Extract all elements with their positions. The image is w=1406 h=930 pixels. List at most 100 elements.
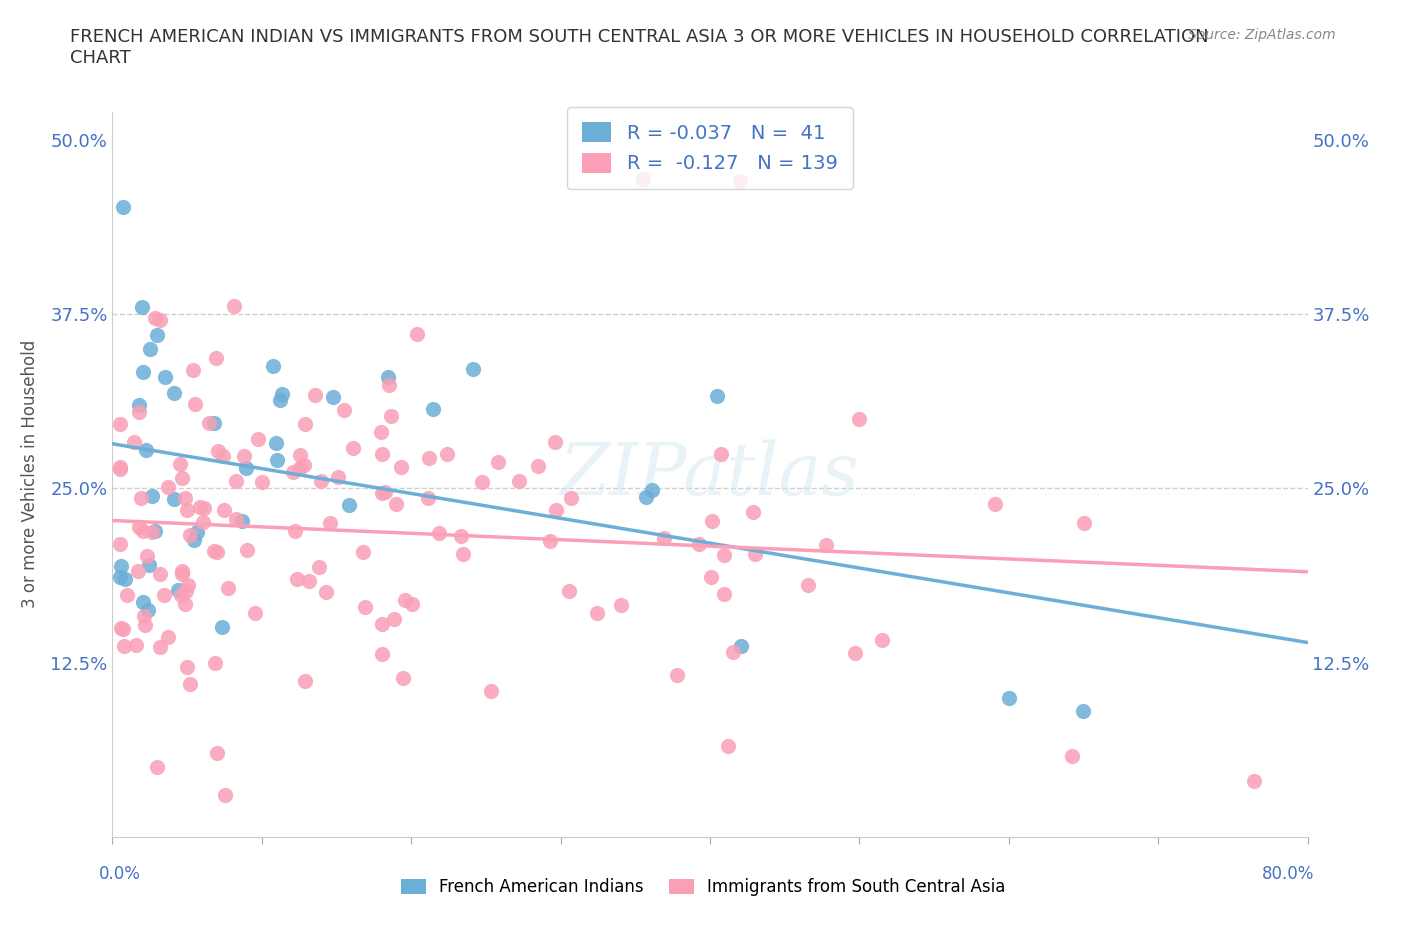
Point <box>172 564 194 578</box>
Point <box>1060 749 1083 764</box>
Point <box>138 603 160 618</box>
Point <box>176 502 198 517</box>
Point <box>197 416 219 431</box>
Point <box>710 446 733 461</box>
Point <box>271 387 294 402</box>
Point <box>202 543 225 558</box>
Point <box>204 656 226 671</box>
Point <box>110 558 132 573</box>
Point <box>744 546 766 561</box>
Point <box>183 533 205 548</box>
Point <box>135 549 157 564</box>
Point <box>290 447 312 462</box>
Point <box>205 351 228 365</box>
Point <box>319 515 342 530</box>
Point <box>706 389 728 404</box>
Point <box>333 402 356 417</box>
Point <box>384 612 406 627</box>
Point <box>114 572 136 587</box>
Point <box>184 397 207 412</box>
Point <box>179 677 201 692</box>
Point <box>202 416 225 431</box>
Point <box>422 402 444 417</box>
Point <box>236 543 259 558</box>
Point <box>848 411 870 426</box>
Point <box>451 546 474 561</box>
Point <box>872 632 894 647</box>
Point <box>174 583 197 598</box>
Point <box>207 545 229 560</box>
Point <box>558 583 581 598</box>
Point <box>217 580 239 595</box>
Point <box>713 586 735 601</box>
Point <box>111 621 134 636</box>
Point <box>269 392 291 407</box>
Point <box>370 446 392 461</box>
Point <box>470 475 492 490</box>
Point <box>128 397 150 412</box>
Point <box>486 454 509 469</box>
Point <box>730 639 752 654</box>
Point <box>233 448 256 463</box>
Point <box>176 578 198 592</box>
Point <box>371 647 394 662</box>
Point <box>153 369 176 384</box>
Point <box>131 299 153 314</box>
Point <box>127 564 149 578</box>
Point <box>380 408 402 423</box>
Point <box>815 538 838 552</box>
Point <box>290 460 312 475</box>
Point <box>262 359 284 374</box>
Point <box>149 640 172 655</box>
Point <box>377 378 399 392</box>
Point <box>546 502 568 517</box>
Point <box>134 618 156 632</box>
Y-axis label: 3 or more Vehicles in Household: 3 or more Vehicles in Household <box>21 340 39 608</box>
Point <box>156 480 179 495</box>
Point <box>225 474 247 489</box>
Point <box>235 460 257 475</box>
Point <box>610 598 633 613</box>
Point <box>389 459 412 474</box>
Point <box>110 620 132 635</box>
Point <box>450 528 472 543</box>
Point <box>122 434 145 449</box>
Point <box>153 588 176 603</box>
Point <box>385 497 408 512</box>
Point <box>231 513 253 528</box>
Point <box>141 525 163 539</box>
Point <box>108 417 131 432</box>
Point <box>129 491 152 506</box>
Point <box>108 461 131 476</box>
Point <box>146 760 169 775</box>
Point <box>108 537 131 551</box>
Point <box>222 299 245 313</box>
Point <box>108 569 131 584</box>
Point <box>586 605 609 620</box>
Point <box>264 436 287 451</box>
Point <box>688 537 710 551</box>
Point <box>132 594 155 609</box>
Point <box>427 525 450 540</box>
Point <box>284 524 307 538</box>
Point <box>401 596 423 611</box>
Point <box>166 582 188 597</box>
Point <box>125 637 148 652</box>
Point <box>998 690 1021 705</box>
Point <box>174 597 197 612</box>
Point <box>560 491 582 506</box>
Text: ZIPatlas: ZIPatlas <box>560 439 860 510</box>
Point <box>115 588 138 603</box>
Point <box>728 174 751 189</box>
Point <box>354 599 377 614</box>
Point <box>436 447 458 462</box>
Point <box>112 200 135 215</box>
Point <box>163 385 186 400</box>
Point <box>143 524 166 538</box>
Point <box>128 405 150 420</box>
Point <box>149 566 172 581</box>
Point <box>1073 704 1095 719</box>
Point <box>181 363 204 378</box>
Point <box>298 574 321 589</box>
Point <box>138 557 160 572</box>
